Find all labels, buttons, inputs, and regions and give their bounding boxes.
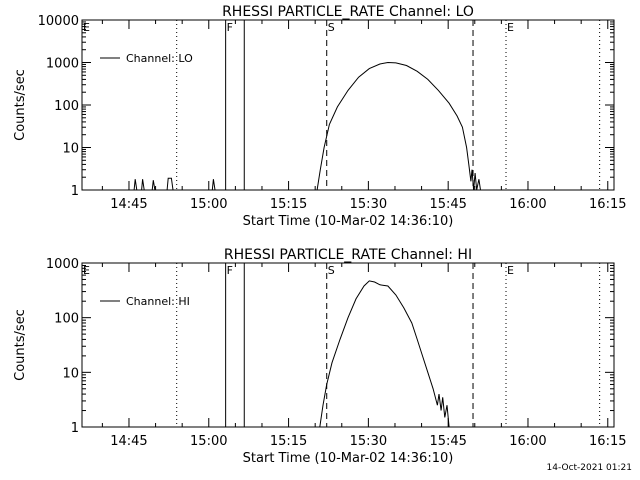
top-y-tick-label: 100 (54, 99, 79, 114)
top-x-tick-label: 16:15 (589, 197, 626, 212)
top-event-marker-label: E (83, 21, 90, 34)
bottom-legend-entry: Channel: HI (126, 295, 190, 308)
top-x-tick-label: 14:45 (110, 197, 147, 212)
top-event-marker-label: E (507, 21, 514, 34)
bottom-y-tick-label: 100 (54, 312, 79, 327)
top-chart-title: RHESSI PARTICLE_RATE Channel: LO (222, 4, 474, 20)
bottom-event-marker-label: F (227, 264, 233, 277)
top-plot-frame (81, 19, 615, 191)
bottom-x-tick-label: 15:45 (429, 434, 466, 449)
top-x-tick-label: 15:30 (350, 197, 387, 212)
top-y-tick-label: 1 (71, 184, 79, 199)
top-x-tick-label: 15:15 (270, 197, 307, 212)
footer-timestamp: 14-Oct-2021 01:21 (546, 463, 632, 473)
bottom-event-marker-label: E (507, 264, 514, 277)
bottom-chart-title: RHESSI PARTICLE_RATE Channel: HI (224, 247, 472, 263)
bottom-plot-frame (81, 262, 615, 428)
top-y-axis-label: Counts/sec (13, 69, 28, 141)
bottom-x-tick-label: 16:15 (589, 434, 626, 449)
bottom-y-tick-label: 1 (71, 421, 79, 436)
bottom-y-tick-label: 1000 (46, 257, 79, 272)
bottom-x-tick-label: 15:15 (270, 434, 307, 449)
top-y-tick-label: 10000 (38, 14, 79, 29)
top-x-axis-label: Start Time (10-Mar-02 14:36:10) (243, 214, 454, 229)
bottom-x-tick-label: 15:30 (350, 434, 387, 449)
bottom-x-axis-label: Start Time (10-Mar-02 14:36:10) (243, 451, 454, 466)
bottom-x-tick-label: 15:00 (190, 434, 227, 449)
bottom-y-tick-label: 10 (62, 366, 79, 381)
bottom-y-axis-label: Counts/sec (13, 309, 28, 381)
top-event-marker-label: F (227, 21, 233, 34)
top-x-tick-label: 15:00 (190, 197, 227, 212)
top-event-marker-label: S (328, 21, 335, 34)
top-x-tick-label: 15:45 (429, 197, 466, 212)
bottom-event-marker-label: E (83, 264, 90, 277)
bottom-event-marker-label: S (328, 264, 335, 277)
bottom-x-tick-label: 14:45 (110, 434, 147, 449)
top-x-tick-label: 16:00 (509, 197, 546, 212)
top-series-line (133, 61, 481, 191)
bottom-x-tick-label: 16:00 (509, 434, 546, 449)
bottom-series-line (319, 280, 450, 428)
top-y-tick-label: 1000 (46, 57, 79, 72)
top-legend-entry: Channel: LO (126, 52, 193, 65)
top-y-tick-label: 10 (62, 142, 79, 157)
